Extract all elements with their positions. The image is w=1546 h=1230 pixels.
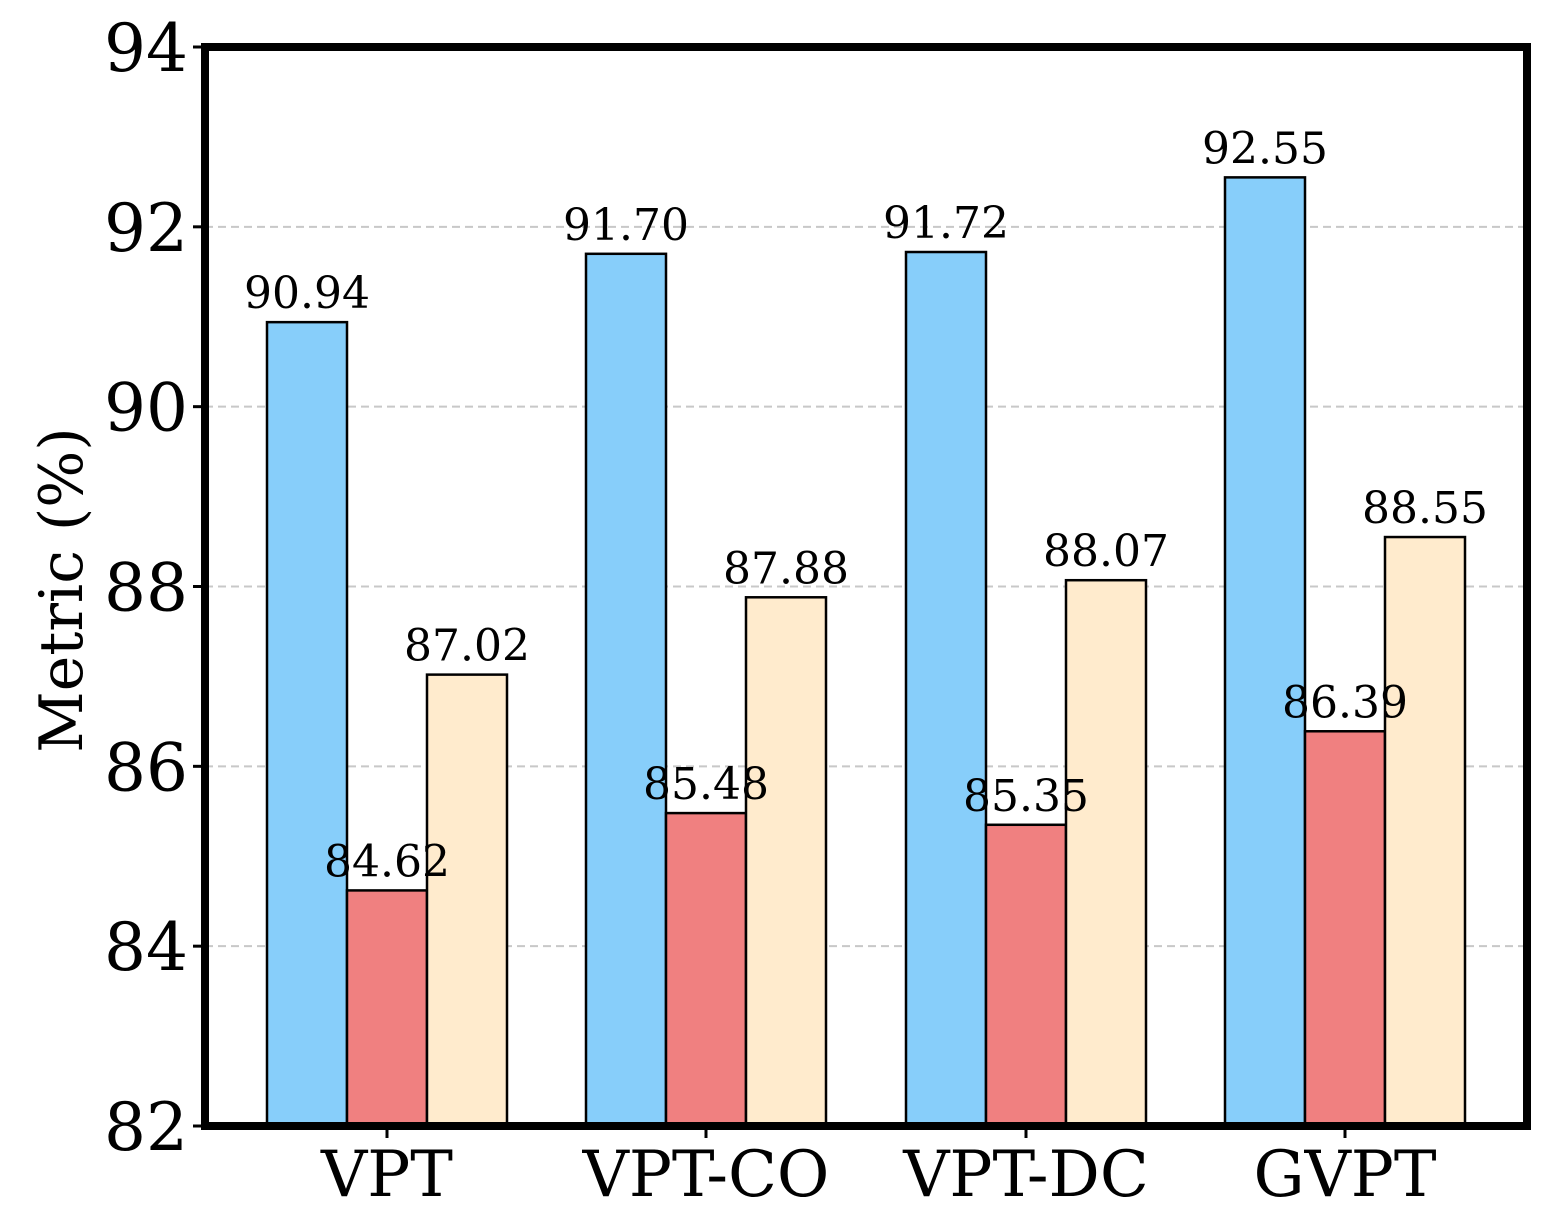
bar-vpt-co-series-3	[744, 596, 828, 1128]
bar-vpt-dc-series-3	[1064, 578, 1148, 1128]
bar-gvpt-series-3	[1383, 535, 1467, 1128]
y-tick-label: 90	[104, 370, 188, 447]
value-labels: 90.94 91.70 91.72 92.55 84.62 85.48 85.35 86.39…	[244, 123, 1488, 887]
bar-vpt-series-1	[265, 320, 349, 1128]
x-tick-label: VPT-CO	[582, 1138, 830, 1212]
data-label: 90.94	[244, 268, 370, 319]
y-tick-label: 88	[104, 550, 188, 627]
x-tick-label: VPT	[320, 1138, 453, 1212]
y-tick-label: 94	[104, 10, 188, 87]
data-label: 91.70	[563, 200, 689, 251]
y-axis-label: Metric (%)	[27, 427, 97, 752]
bar-gvpt-series-2	[1303, 730, 1387, 1128]
data-label: 87.88	[723, 543, 849, 594]
y-tick-label: 86	[104, 729, 188, 806]
bar-vpt-co-series-2	[664, 811, 748, 1128]
data-label: 88.55	[1362, 483, 1488, 534]
data-label: 91.72	[883, 198, 1009, 249]
data-label: 85.35	[963, 771, 1089, 822]
bar-vpt-series-3	[425, 673, 509, 1128]
bar-vpt-series-2	[345, 889, 429, 1128]
x-axis-ticks: VPT VPT-CO VPT-DC GVPT	[320, 1126, 1437, 1212]
data-label: 88.07	[1043, 526, 1169, 577]
x-tick-label: GVPT	[1253, 1138, 1436, 1212]
data-label: 84.62	[324, 836, 450, 887]
bar-vpt-co-series-1	[584, 252, 668, 1128]
data-label: 92.55	[1202, 123, 1328, 174]
data-label: 85.48	[643, 759, 769, 810]
bar-gvpt-series-1	[1223, 176, 1307, 1128]
bars	[265, 176, 1467, 1128]
y-tick-label: 82	[104, 1089, 188, 1166]
bar-vpt-dc-series-2	[984, 823, 1068, 1128]
bar-vpt-dc-series-1	[904, 250, 988, 1128]
y-tick-label: 84	[104, 909, 188, 986]
y-axis-ticks: 82 84 86 88 90 92 94	[104, 10, 205, 1166]
y-tick-label: 92	[104, 190, 188, 267]
data-label: 87.02	[404, 621, 530, 672]
data-label: 86.39	[1282, 677, 1408, 728]
x-tick-label: VPT-DC	[902, 1138, 1149, 1212]
